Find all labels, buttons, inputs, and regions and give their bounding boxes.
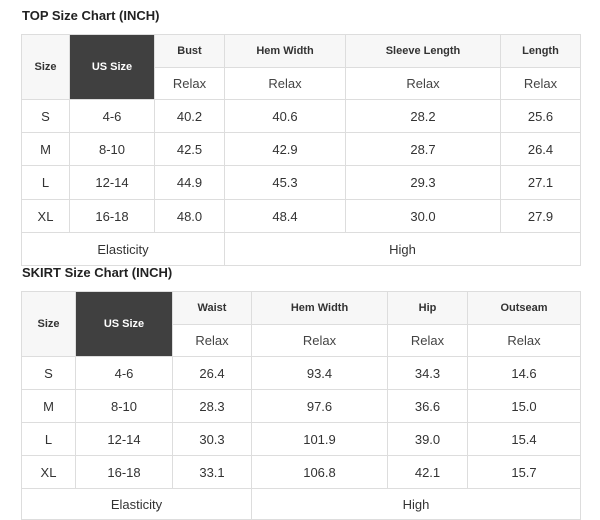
table-cell: 106.8 <box>251 455 388 489</box>
column-header: Hem Width <box>251 291 388 325</box>
fit-label: Relax <box>251 324 388 357</box>
column-header: Waist <box>172 291 252 325</box>
table-cell: 14.6 <box>467 356 581 390</box>
table-cell: L <box>21 165 70 200</box>
table-cell: 8-10 <box>69 132 155 166</box>
table-row: S 4-6 40.2 40.6 28.2 25.6 <box>21 99 581 133</box>
table-cell: 28.3 <box>172 389 252 423</box>
column-header: Bust <box>154 34 225 68</box>
table-cell: 42.9 <box>224 132 346 166</box>
table-row: XL 16-18 48.0 48.4 30.0 27.9 <box>21 199 581 233</box>
table-cell: 42.1 <box>387 455 468 489</box>
table-row: L 12-14 44.9 45.3 29.3 27.1 <box>21 165 581 200</box>
table-row: M 8-10 28.3 97.6 36.6 15.0 <box>21 389 581 423</box>
table-cell: 28.7 <box>345 132 501 166</box>
elasticity-label: Elasticity <box>21 488 252 520</box>
table-cell: XL <box>21 199 70 233</box>
table-cell: 44.9 <box>154 165 225 200</box>
elasticity-value: High <box>251 488 581 520</box>
skirt-chart-title: SKIRT Size Chart (INCH) <box>22 265 173 280</box>
column-header: Sleeve Length <box>345 34 501 68</box>
table-cell: 40.6 <box>224 99 346 133</box>
table-cell: M <box>21 132 70 166</box>
table-cell: 26.4 <box>500 132 581 166</box>
table-cell: 15.0 <box>467 389 581 423</box>
table-cell: 8-10 <box>75 389 173 423</box>
table-cell: XL <box>21 455 76 489</box>
fit-label: Relax <box>154 67 225 100</box>
table-row: S 4-6 26.4 93.4 34.3 14.6 <box>21 356 581 390</box>
fit-label: Relax <box>345 67 501 100</box>
table-cell: S <box>21 356 76 390</box>
table-cell: 48.0 <box>154 199 225 233</box>
table-cell: 48.4 <box>224 199 346 233</box>
table-cell: 16-18 <box>69 199 155 233</box>
table-cell: 30.0 <box>345 199 501 233</box>
table-cell: 16-18 <box>75 455 173 489</box>
table-cell: 29.3 <box>345 165 501 200</box>
table-cell: 27.9 <box>500 199 581 233</box>
table-cell: M <box>21 389 76 423</box>
fit-label: Relax <box>224 67 346 100</box>
table-row: XL 16-18 33.1 106.8 42.1 15.7 <box>21 455 581 489</box>
table-cell: 42.5 <box>154 132 225 166</box>
table-cell: 93.4 <box>251 356 388 390</box>
header-row: Size US Size Waist Hem Width Hip Outseam <box>21 291 581 357</box>
table-cell: 12-14 <box>75 422 173 456</box>
table-cell: 15.4 <box>467 422 581 456</box>
table-cell: 25.6 <box>500 99 581 133</box>
table-cell: L <box>21 422 76 456</box>
top-size-table: Size US Size Bust Hem Width Sleeve Length Len… <box>21 34 581 266</box>
elasticity-label: Elasticity <box>21 232 225 266</box>
table-cell: 12-14 <box>69 165 155 200</box>
table-row: L 12-14 30.3 101.9 39.0 15.4 <box>21 422 581 456</box>
column-header: Hip <box>387 291 468 325</box>
table-cell: 30.3 <box>172 422 252 456</box>
table-cell: 97.6 <box>251 389 388 423</box>
skirt-size-table: Size US Size Waist Hem Width Hip Outseam Relax… <box>21 291 581 520</box>
subheader-row: Relax Relax Relax Relax <box>22 324 581 357</box>
fit-label: Relax <box>467 324 581 357</box>
table-cell: 39.0 <box>387 422 468 456</box>
table-cell: 4-6 <box>69 99 155 133</box>
column-header: US Size <box>75 291 173 357</box>
table-cell: 40.2 <box>154 99 225 133</box>
header-row: Size US Size Bust Hem Width Sleeve Length Len… <box>21 34 581 100</box>
column-header: Size <box>21 34 70 100</box>
elasticity-row: Elasticity High <box>21 488 581 520</box>
table-cell: 45.3 <box>224 165 346 200</box>
fit-label: Relax <box>500 67 581 100</box>
column-header: Length <box>500 34 581 68</box>
column-header: Hem Width <box>224 34 346 68</box>
elasticity-row: Elasticity High <box>21 232 581 266</box>
column-header: Outseam <box>467 291 581 325</box>
column-header: US Size <box>69 34 155 100</box>
column-header: Size <box>21 291 76 357</box>
table-cell: 28.2 <box>345 99 501 133</box>
table-cell: 101.9 <box>251 422 388 456</box>
fit-label: Relax <box>387 324 468 357</box>
table-cell: 26.4 <box>172 356 252 390</box>
top-chart-title: TOP Size Chart (INCH) <box>22 8 160 23</box>
table-cell: 27.1 <box>500 165 581 200</box>
elasticity-value: High <box>224 232 581 266</box>
table-cell: 36.6 <box>387 389 468 423</box>
fit-label: Relax <box>172 324 252 357</box>
table-cell: S <box>21 99 70 133</box>
table-cell: 4-6 <box>75 356 173 390</box>
subheader-row: Relax Relax Relax Relax <box>22 67 581 100</box>
table-cell: 33.1 <box>172 455 252 489</box>
table-row: M 8-10 42.5 42.9 28.7 26.4 <box>21 132 581 166</box>
table-cell: 15.7 <box>467 455 581 489</box>
table-cell: 34.3 <box>387 356 468 390</box>
